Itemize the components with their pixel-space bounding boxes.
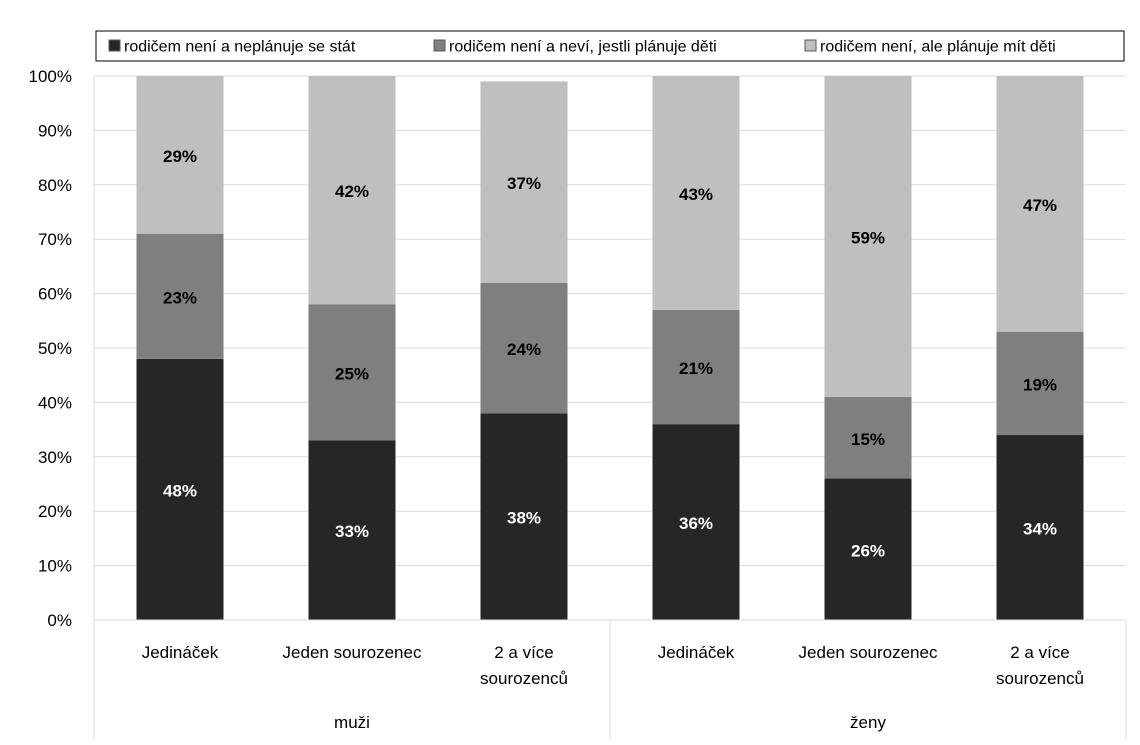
legend-box <box>95 30 1125 62</box>
data-label: 47% <box>1023 196 1057 215</box>
bar-segment <box>652 424 740 620</box>
group-label: ženy <box>850 713 886 732</box>
y-tick-label: 50% <box>38 339 72 358</box>
group-label: muži <box>334 713 370 732</box>
bar-segment <box>480 413 568 620</box>
y-tick-label: 0% <box>47 611 72 630</box>
data-label: 42% <box>335 182 369 201</box>
data-label: 33% <box>335 522 369 541</box>
data-label: 48% <box>163 481 197 500</box>
category-label: Jedináček <box>142 643 219 662</box>
legend-entry: rodičem není a neví, jestli plánuje děti <box>449 39 717 56</box>
legend-swatch <box>433 39 446 52</box>
gridlines <box>94 75 1126 621</box>
y-tick-label: 100% <box>29 67 72 86</box>
data-label: 29% <box>163 147 197 166</box>
bar-segment <box>136 76 224 234</box>
legend: rodičem není a neplánuje se stát rodičem … <box>95 30 1125 62</box>
bar-segment <box>308 440 396 620</box>
legend-swatch <box>108 39 121 52</box>
bar-segment <box>996 331 1084 436</box>
bars: 48% 23% 29% 33% 25% 42% 38% 24% 37% 36% 21% 43% 26% 1… <box>136 76 1084 620</box>
category-label: Jeden sourozenec <box>799 643 938 662</box>
legend-swatch <box>804 39 817 52</box>
y-tick-label: 90% <box>38 121 72 140</box>
y-tick-label: 80% <box>38 176 72 195</box>
data-label: 19% <box>1023 375 1057 394</box>
data-label: 26% <box>851 541 885 560</box>
legend-entry: rodičem není a neplánuje se stát <box>124 39 356 56</box>
data-label: 43% <box>679 185 713 204</box>
legend-entry: rodičem není, ale plánuje mít děti <box>820 39 1056 56</box>
data-label: 38% <box>507 509 541 528</box>
bar-segment <box>824 396 912 479</box>
y-tick-label: 10% <box>38 557 72 576</box>
data-label: 21% <box>679 359 713 378</box>
bar-segment <box>996 435 1084 620</box>
bar-segment <box>136 233 224 359</box>
bar-segment <box>480 282 568 414</box>
bar-segment <box>308 304 396 441</box>
data-label: 23% <box>163 288 197 307</box>
data-label: 24% <box>507 340 541 359</box>
y-tick-label: 60% <box>38 285 72 304</box>
data-label: 15% <box>851 430 885 449</box>
bar-segment <box>652 309 740 425</box>
data-label: 37% <box>507 174 541 193</box>
category-label: Jeden sourozenec <box>283 643 422 662</box>
y-tick-label: 20% <box>38 502 72 521</box>
axes: 0% 10% 20% 30% 40% 50% 60% 70% 80% 90% 100% Jedináč… <box>29 67 1127 740</box>
y-tick-label: 70% <box>38 230 72 249</box>
y-tick-label: 40% <box>38 393 72 412</box>
bar-segment <box>136 358 224 620</box>
category-label: 2 a více sourozenců <box>480 643 568 688</box>
bar-segment <box>996 76 1084 332</box>
bar-segment <box>824 478 912 620</box>
data-label: 34% <box>1023 520 1057 539</box>
y-tick-label: 30% <box>38 448 72 467</box>
bar-segment <box>824 76 912 397</box>
bar-segment <box>308 76 396 305</box>
data-label: 59% <box>851 228 885 247</box>
category-label: Jedináček <box>658 643 735 662</box>
category-label: 2 a více sourozenců <box>996 643 1084 688</box>
data-label: 36% <box>679 514 713 533</box>
bar-segment <box>652 76 740 310</box>
bar-segment <box>480 81 568 283</box>
data-label: 25% <box>335 364 369 383</box>
